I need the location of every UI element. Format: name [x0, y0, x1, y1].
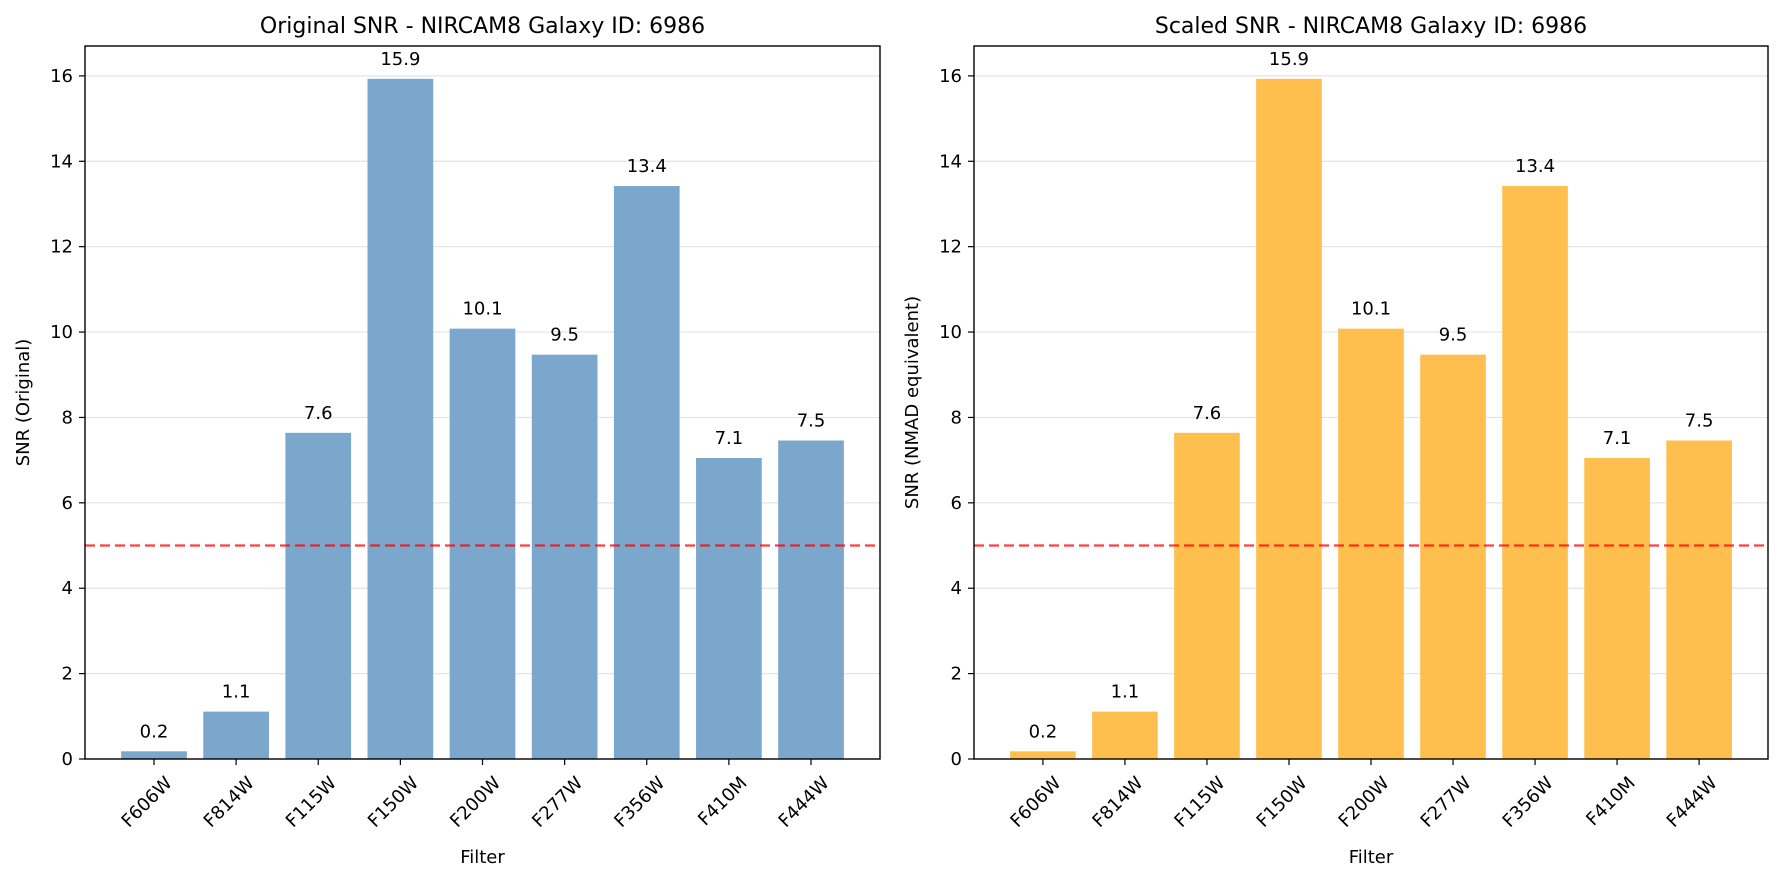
bar-f410m [696, 458, 762, 759]
y-tick-label: 2 [62, 664, 73, 685]
chart-title: Scaled SNR - NIRCAM8 Galaxy ID: 6986 [1155, 14, 1587, 39]
bar-f606w [121, 751, 187, 759]
y-tick-label: 16 [939, 66, 962, 87]
x-tick-label: F150W [364, 773, 423, 832]
x-tick-label: F606W [118, 773, 177, 832]
bar-f356w [613, 186, 680, 759]
y-tick-label: 4 [62, 578, 73, 599]
bar-f356w [1502, 186, 1568, 759]
y-tick-label: 12 [50, 237, 73, 258]
x-tick-label: F200W [1335, 773, 1394, 832]
x-tick-label: F277W [528, 773, 587, 832]
y-tick-label: 8 [951, 407, 962, 428]
chart-original-snr: 0.2 1.1 7.6 15.9 10.1 9.5 13.4 7.1 7.5 0 2 4 6 8 10 12 1… [13, 14, 881, 868]
data-label: 1.1 [222, 682, 251, 703]
x-tick-label: F444W [775, 773, 834, 832]
chart-title: Original SNR - NIRCAM8 Galaxy ID: 6986 [260, 14, 705, 39]
y-tick-label: 4 [951, 578, 962, 599]
bar-f814w [1092, 711, 1158, 759]
y-tick-label: 14 [50, 151, 73, 172]
bar-f200w [449, 328, 516, 759]
bar-f200w [1338, 328, 1404, 759]
x-axis-label: Filter [1349, 847, 1394, 868]
data-label: 7.5 [1685, 410, 1714, 431]
bar-f277w [1420, 354, 1486, 759]
bar-f150w [1256, 78, 1322, 759]
bar-f444w [1666, 440, 1732, 759]
y-tick-label: 0 [62, 749, 73, 770]
x-axis-label: Filter [460, 847, 505, 868]
y-tick-label: 14 [939, 151, 962, 172]
data-label: 7.5 [797, 410, 826, 431]
x-tick-label: F444W [1663, 773, 1722, 832]
bar-f150w [367, 78, 434, 759]
bar-f814w [203, 711, 269, 759]
data-label: 10.1 [462, 299, 502, 320]
bar-f115w [1174, 432, 1240, 759]
bar-f115w [285, 432, 352, 759]
data-label: 13.4 [627, 156, 667, 177]
x-tick-label: F277W [1417, 773, 1476, 832]
data-label: 7.6 [1193, 403, 1222, 424]
x-tick-label: F356W [1499, 773, 1558, 832]
data-label: 7.1 [1603, 428, 1632, 449]
x-tick-label: F115W [1170, 773, 1229, 832]
bar-f606w [1010, 751, 1076, 759]
y-tick-label: 8 [62, 407, 73, 428]
y-tick-label: 10 [50, 322, 73, 343]
data-label: 7.6 [304, 403, 333, 424]
x-tick-label: F200W [446, 773, 505, 832]
data-label: 9.5 [1439, 325, 1468, 346]
y-axis-label: SNR (Original) [13, 339, 34, 467]
x-tick-label: F410M [694, 773, 751, 830]
x-tick-label: F115W [282, 773, 341, 832]
data-label: 1.1 [1111, 682, 1140, 703]
bar-f410m [1584, 458, 1650, 759]
y-tick-label: 6 [951, 493, 962, 514]
y-tick-label: 6 [62, 493, 73, 514]
data-label: 0.2 [140, 721, 169, 742]
x-tick-label: F410M [1582, 773, 1639, 830]
data-label: 15.9 [380, 49, 420, 70]
bar-f277w [531, 354, 598, 759]
data-label: 7.1 [715, 428, 744, 449]
y-tick-label: 2 [951, 664, 962, 685]
y-tick-label: 0 [951, 749, 962, 770]
x-tick-label: F814W [200, 773, 259, 832]
y-tick-label: 10 [939, 322, 962, 343]
y-axis-label: SNR (NMAD equivalent) [902, 296, 923, 509]
data-label: 0.2 [1029, 721, 1058, 742]
data-label: 10.1 [1351, 299, 1391, 320]
x-tick-label: F150W [1253, 773, 1312, 832]
y-tick-label: 16 [50, 66, 73, 87]
x-tick-label: F606W [1006, 773, 1065, 832]
x-tick-label: F814W [1088, 773, 1147, 832]
data-label: 15.9 [1269, 49, 1309, 70]
data-label: 13.4 [1515, 156, 1555, 177]
bar-f444w [778, 440, 844, 759]
chart-scaled-snr: 0.2 1.1 7.6 15.9 10.1 9.5 13.4 7.1 7.5 0 2 4 6 8 10 12 1… [902, 14, 1769, 868]
data-label: 9.5 [550, 325, 579, 346]
y-tick-label: 12 [939, 237, 962, 258]
x-tick-label: F356W [610, 773, 669, 832]
